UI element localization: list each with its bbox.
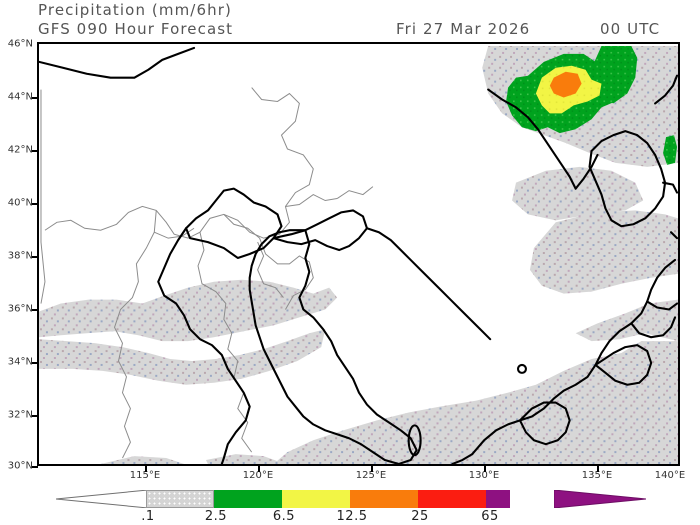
page-title: Precipitation (mm/6hr): [38, 1, 232, 19]
y-tick-36n: 36°N: [7, 303, 33, 315]
x-tickmark-135e: [597, 466, 599, 472]
y-tickmark-44n: [32, 97, 38, 99]
x-tickmark-120e: [258, 466, 260, 472]
forecast-subtitle: GFS 090 Hour Forecast: [38, 20, 234, 38]
y-tickmark-30n: [32, 466, 38, 468]
colorbar-label-3: 12.5: [336, 509, 368, 524]
precipitation-map[interactable]: [37, 42, 680, 466]
colorbar-over-arrow: [554, 490, 646, 508]
y-tickmark-42n: [32, 150, 38, 152]
chart-header: Precipitation (mm/6hr) GFS 090 Hour Fore…: [0, 0, 700, 42]
x-tickmark-130e: [484, 466, 486, 472]
y-tickmark-36n: [32, 309, 38, 311]
colorbar-segment-trace[interactable]: [146, 490, 214, 508]
colorbar-segment-very-heavy[interactable]: [418, 490, 486, 508]
colorbar-segment-light[interactable]: [214, 490, 282, 508]
y-tickmark-32n: [32, 415, 38, 417]
x-tick-130e: 130°E: [468, 470, 500, 481]
y-tick-38n: 38°N: [7, 250, 33, 262]
x-tick-140e: 140°E: [654, 470, 686, 481]
map-canvas: [39, 44, 678, 464]
y-tick-32n: 32°N: [7, 409, 33, 421]
y-tick-34n: 34°N: [7, 356, 33, 368]
colorbar-under-arrow: [56, 490, 148, 508]
x-tick-125e: 125°E: [355, 470, 387, 481]
valid-date: Fri 27 Mar 2026: [396, 20, 531, 38]
x-tickmark-115e: [145, 466, 147, 472]
administrative-borders: [40, 87, 374, 459]
colorbar-label-5: 65: [481, 509, 499, 524]
y-tick-44n: 44°N: [7, 91, 33, 103]
y-tickmark-34n: [32, 362, 38, 364]
colorbar-label-2: 6.5: [272, 509, 296, 524]
y-tick-30n: 30°N: [7, 460, 33, 472]
colorbar-segments[interactable]: [146, 490, 510, 508]
y-tick-40n: 40°N: [7, 197, 33, 209]
colorbar-label-0: .1: [141, 509, 155, 524]
precipitation-colorbar[interactable]: .1 2.5 6.5 12.5 25 65: [0, 486, 700, 525]
x-tick-135e: 135°E: [581, 470, 613, 481]
precip-heavy-layer: [549, 71, 582, 98]
x-tick-120e: 120°E: [242, 470, 274, 481]
precip-light-layer: [506, 45, 678, 165]
colorbar-segment-extreme[interactable]: [486, 490, 510, 508]
colorbar-segment-moderate[interactable]: [282, 490, 350, 508]
colorbar-label-1: 2.5: [204, 509, 228, 524]
y-tick-42n: 42°N: [7, 144, 33, 156]
valid-hour: 00 UTC: [600, 20, 661, 38]
x-tick-115e: 115°E: [129, 470, 161, 481]
y-tick-46n: 46°N: [7, 38, 33, 50]
coastlines: [39, 46, 678, 464]
y-tickmark-38n: [32, 256, 38, 258]
y-tickmark-40n: [32, 203, 38, 205]
colorbar-label-4: 25: [411, 509, 429, 524]
colorbar-segment-heavy[interactable]: [350, 490, 418, 508]
x-tickmark-125e: [371, 466, 373, 472]
